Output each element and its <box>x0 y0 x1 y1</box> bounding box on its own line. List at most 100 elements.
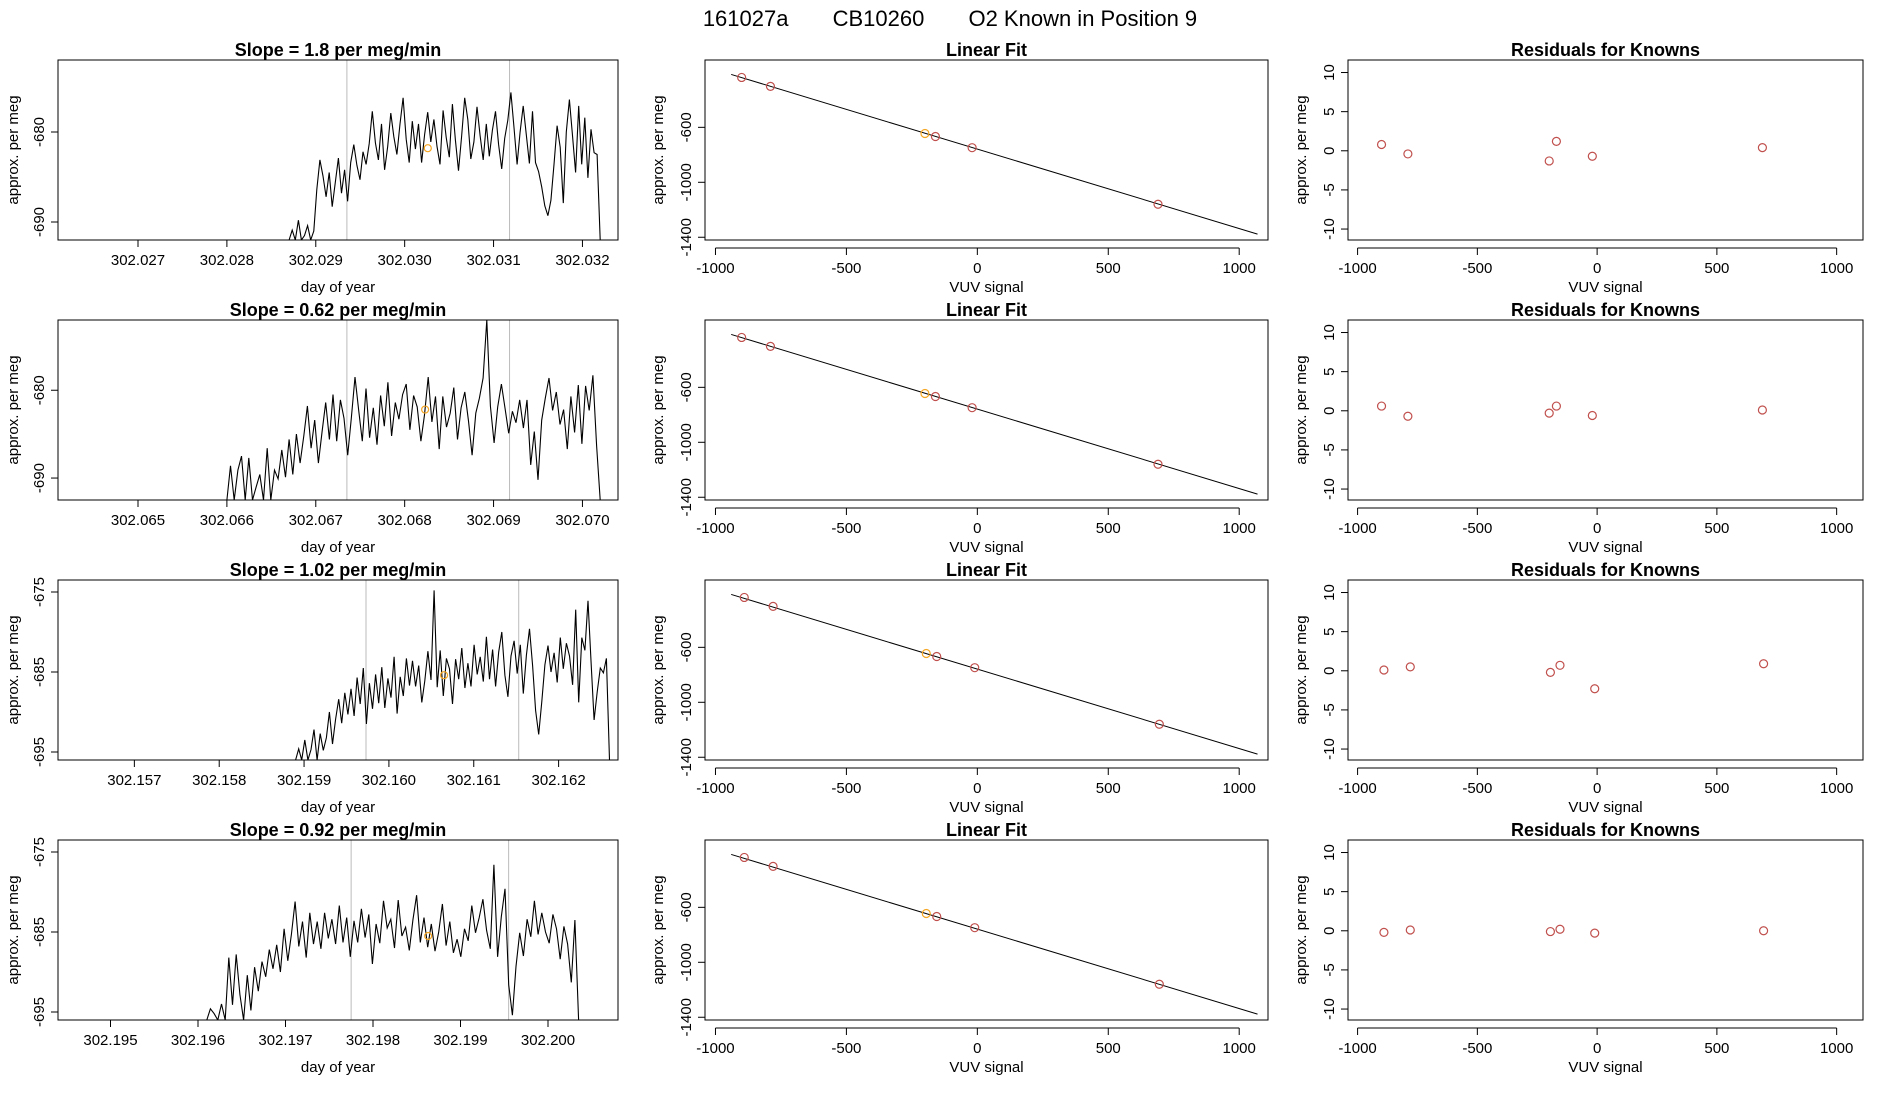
data-point <box>765 81 776 91</box>
y-tick-label: -695 <box>31 997 48 1027</box>
data-point <box>1379 665 1389 675</box>
data-point <box>970 663 980 673</box>
slope-title-suffix: per meg/min <box>334 820 446 840</box>
y-tick-label: 10 <box>1321 324 1338 341</box>
y-tick-label: 0 <box>1321 667 1338 675</box>
signal-trace <box>226 320 601 500</box>
y-axis-label: approx. per meg <box>650 875 667 984</box>
plot-area <box>731 852 1258 1015</box>
x-tick-label: 302.199 <box>433 1032 487 1049</box>
x-axis-label: day of year <box>301 1059 375 1076</box>
data-point <box>930 131 941 142</box>
plot-frame <box>57 839 619 1021</box>
panel-title: Linear Fit <box>946 560 1027 580</box>
x-tick-label: 0 <box>973 1040 981 1057</box>
x-tick-label: 500 <box>1704 520 1729 537</box>
mean-point-marker <box>421 405 430 414</box>
x-tick-label: 302.200 <box>521 1032 575 1049</box>
y-tick-label: -1400 <box>678 218 695 256</box>
mean-point-marker <box>424 931 433 941</box>
panel-grid: Slope = 1.8 per meg/min day of year approx… <box>5 40 1864 1076</box>
x-tick-label: 302.160 <box>362 772 416 789</box>
data-point <box>1551 401 1561 411</box>
panel-title: Slope = 0.62 per meg/min <box>230 300 447 320</box>
signal-trace <box>206 864 580 1020</box>
y-axis-label: approx. per meg <box>5 875 22 984</box>
y-axis-label: approx. per meg <box>1293 95 1310 204</box>
data-point <box>768 861 778 871</box>
data-point <box>1544 156 1554 166</box>
y-tick-label: -680 <box>31 117 48 147</box>
y-tick-label: -1000 <box>678 943 695 981</box>
x-tick-label: 0 <box>973 780 981 797</box>
panel-title: Slope = 1.8 per meg/min <box>235 40 442 60</box>
x-tick-label: 302.030 <box>378 252 432 269</box>
x-tick-label: 302.196 <box>171 1032 225 1049</box>
panel-title: Slope = 1.02 per meg/min <box>230 560 447 580</box>
plot-area <box>1376 136 1767 166</box>
x-tick-label: -500 <box>1462 520 1492 537</box>
y-tick-label: 5 <box>1321 367 1338 375</box>
x-tick-label: 0 <box>1593 780 1601 797</box>
x-axis-label: VUV signal <box>949 539 1023 556</box>
x-tick-label: 302.197 <box>258 1032 312 1049</box>
y-tick-label: -680 <box>31 375 48 405</box>
data-point <box>1590 684 1600 694</box>
data-point <box>1587 151 1597 161</box>
panel-r1-c2: Linear Fit VUV signal approx. per meg -1000… <box>650 40 1269 296</box>
y-tick-label: -5 <box>1321 703 1338 716</box>
x-tick-label: 302.029 <box>289 252 343 269</box>
panel-title: Linear Fit <box>946 820 1027 840</box>
plot-frame <box>704 579 1269 761</box>
panel-title: Residuals for Knowns <box>1511 560 1700 580</box>
fit-line <box>731 73 1258 235</box>
figure-title-run-id: 161027a <box>703 6 789 31</box>
data-point <box>1555 924 1565 934</box>
data-point <box>1590 928 1600 938</box>
fit-line <box>731 853 1258 1015</box>
data-point <box>1545 926 1556 937</box>
slope-title-suffix: per meg/min <box>329 40 441 60</box>
y-tick-label: -1000 <box>678 163 695 201</box>
panel-r2-c3: Residuals for Knowns VUV signal approx. pe… <box>1293 300 1864 556</box>
x-tick-label: 1000 <box>1820 1040 1853 1057</box>
x-axis-label: VUV signal <box>949 1059 1023 1076</box>
panel-title: Linear Fit <box>946 40 1027 60</box>
y-tick-label: -5 <box>1321 443 1338 456</box>
y-tick-label: 10 <box>1321 844 1338 861</box>
plot-frame <box>57 579 619 761</box>
slope-value: 0.62 <box>299 300 334 320</box>
plot-area <box>288 60 601 240</box>
y-tick-label: -5 <box>1321 963 1338 976</box>
x-tick-label: 1000 <box>1223 1040 1256 1057</box>
mean-point-marker <box>423 144 432 153</box>
y-tick-label: -1400 <box>678 478 695 516</box>
x-tick-label: 1000 <box>1223 780 1256 797</box>
slope-title-suffix: per meg/min <box>334 560 446 580</box>
plot-frame <box>704 59 1269 241</box>
y-tick-label: -10 <box>1321 998 1338 1020</box>
signal-trace <box>295 590 611 760</box>
x-tick-label: -500 <box>831 1040 861 1057</box>
data-point <box>1544 408 1554 418</box>
y-axis-label: approx. per meg <box>1293 875 1310 984</box>
x-tick-label: 500 <box>1704 260 1729 277</box>
y-tick-label: -5 <box>1321 183 1338 196</box>
y-tick-label: -10 <box>1321 478 1338 500</box>
x-tick-label: 302.028 <box>200 252 254 269</box>
plot-frame <box>57 319 619 501</box>
highlighted-point <box>920 128 930 139</box>
y-axis-label: approx. per meg <box>650 615 667 724</box>
x-tick-label: -1000 <box>1338 260 1376 277</box>
y-tick-label: 10 <box>1321 584 1338 601</box>
x-tick-label: 302.161 <box>447 772 501 789</box>
x-tick-label: 1000 <box>1223 520 1256 537</box>
data-point <box>1403 411 1413 421</box>
data-point <box>967 143 977 153</box>
slope-value: 1.02 <box>299 560 334 580</box>
x-tick-label: 302.032 <box>555 252 609 269</box>
y-tick-label: -1000 <box>678 683 695 721</box>
y-tick-label: -10 <box>1321 218 1338 240</box>
y-tick-label: 5 <box>1321 627 1338 635</box>
panel-title: Residuals for Knowns <box>1511 300 1700 320</box>
